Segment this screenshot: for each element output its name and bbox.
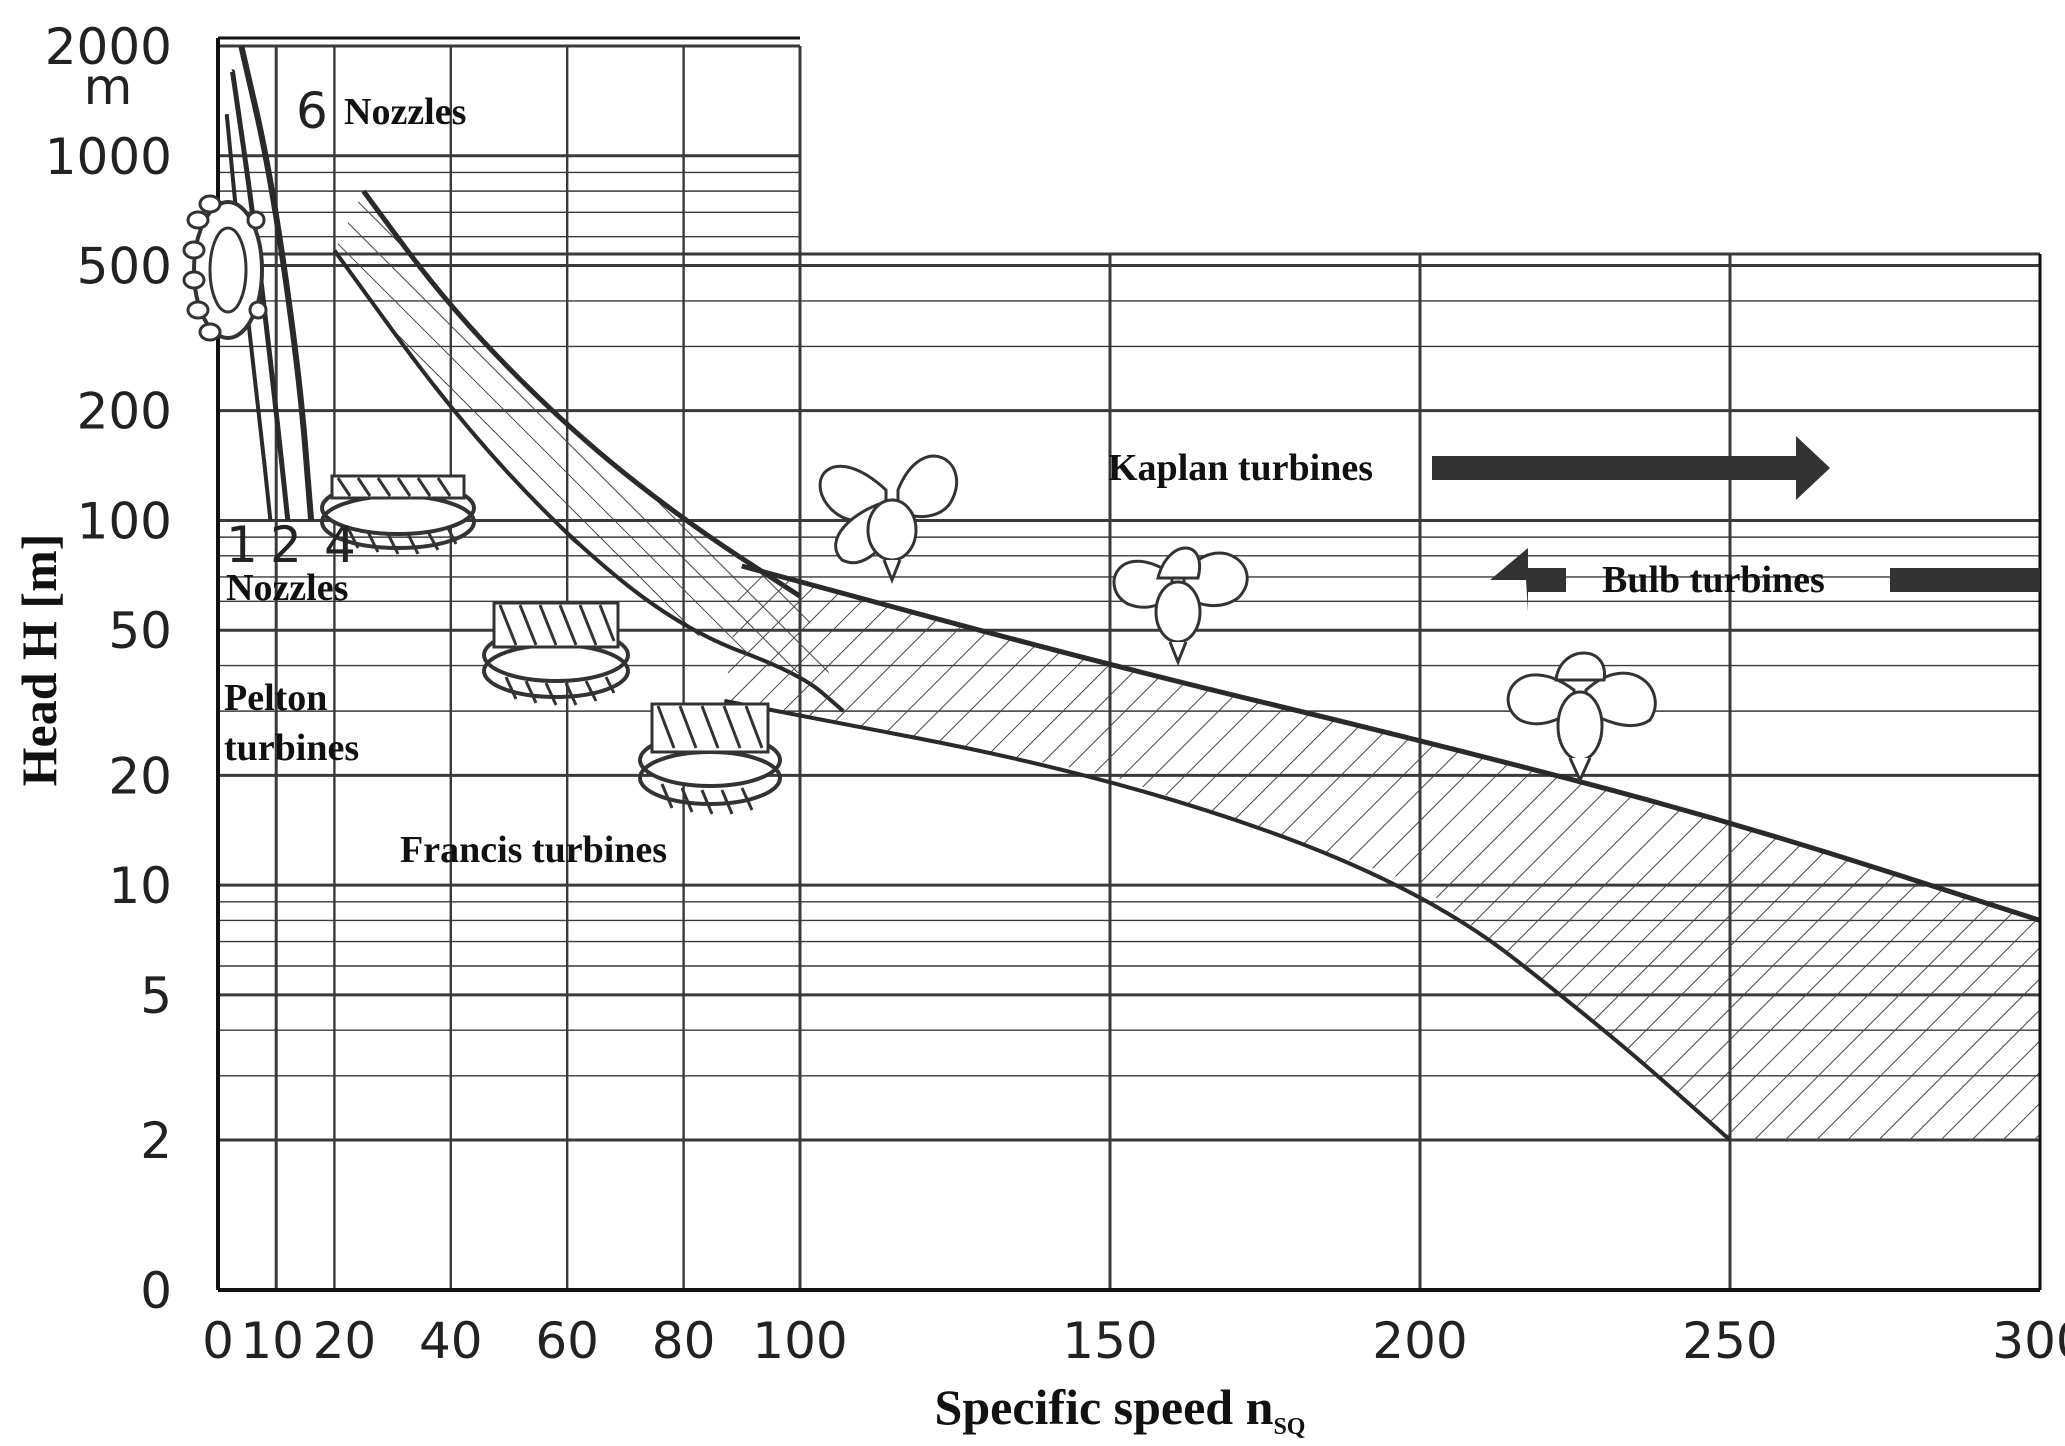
y-tick-label: 2 xyxy=(140,1112,172,1170)
y-tick-label: 20 xyxy=(108,747,172,805)
nozzles-top-label: Nozzles xyxy=(344,91,466,133)
y-tick-label: 100 xyxy=(77,492,172,550)
y-tick-label: 0 xyxy=(140,1262,172,1320)
kaplan-turbines-lower-boundary xyxy=(723,698,1732,1142)
x-tick-label: 250 xyxy=(1682,1312,1777,1370)
x-tick-label: 20 xyxy=(313,1312,377,1370)
nozzle-number-2: 2 xyxy=(270,516,302,574)
francis-runner-icon-3 xyxy=(638,702,782,815)
x-tick-label: 200 xyxy=(1372,1312,1467,1370)
x-tick-label: 40 xyxy=(419,1312,483,1370)
pelton-label-line1: Pelton xyxy=(224,677,327,719)
pelton-label-line2: turbines xyxy=(224,727,359,769)
turbine-regions xyxy=(332,189,2041,1142)
pelton-curve-6 xyxy=(238,44,315,521)
x-axis-title-main: Specific speed n xyxy=(935,1379,1274,1435)
nozzles-top-number: 6 xyxy=(296,82,328,140)
nozzle-number-4: 4 xyxy=(324,516,356,574)
y-tick-labels: 0 2 5 10 20 50 100 200 500 1000 2000 xyxy=(45,18,172,1320)
y-tick-label: 5 xyxy=(140,967,172,1025)
francis-runner-icon-1 xyxy=(320,474,476,555)
pelton-runner-icon xyxy=(182,194,268,342)
kaplan-runner-icon-1 xyxy=(818,454,959,585)
kaplan-arrow-icon xyxy=(1432,436,1830,500)
kaplan-turbines-region-fill xyxy=(724,566,2040,1140)
nozzles-low-label: Nozzles xyxy=(226,567,348,609)
x-tick-label: 150 xyxy=(1062,1312,1157,1370)
francis-turbines-upper-boundary xyxy=(361,189,802,599)
bulb-arrow-icon xyxy=(1490,548,2040,612)
nozzle-number-1: 1 xyxy=(226,516,258,574)
kaplan-runner-icon-2 xyxy=(1112,546,1249,667)
y-tick-label: 10 xyxy=(108,857,172,915)
kaplan-label: Kaplan turbines xyxy=(1108,447,1373,489)
kaplan-turbines-upper-boundary xyxy=(741,563,2041,923)
bulb-label: Bulb turbines xyxy=(1602,559,1825,601)
y-tick-label: 500 xyxy=(77,238,172,296)
x-axis-title-sub: SQ xyxy=(1273,1414,1305,1440)
x-axis-title: Specific speed nSQ xyxy=(935,1379,1306,1440)
kaplan-region-tail xyxy=(1730,920,2040,1140)
y-unit-label: m xyxy=(84,58,133,116)
plot-axes xyxy=(216,36,2042,1292)
y-tick-label: 50 xyxy=(108,602,172,660)
x-tick-label: 10 xyxy=(240,1312,304,1370)
francis-label: Francis turbines xyxy=(400,829,667,871)
y-tick-label: 1000 xyxy=(45,128,172,186)
francis-runner-icon-2 xyxy=(482,601,630,706)
x-tick-label: 0 xyxy=(202,1312,234,1370)
bulb-runner-icon xyxy=(1506,651,1657,784)
x-tick-label: 80 xyxy=(652,1312,716,1370)
y-axis-title: Head H [m] xyxy=(11,534,67,787)
x-tick-label: 300 xyxy=(1992,1312,2065,1370)
y-tick-label: 2000 xyxy=(45,18,172,76)
y-tick-label: 200 xyxy=(77,383,172,441)
x-tick-label: 100 xyxy=(752,1312,847,1370)
x-tick-label: 60 xyxy=(535,1312,599,1370)
